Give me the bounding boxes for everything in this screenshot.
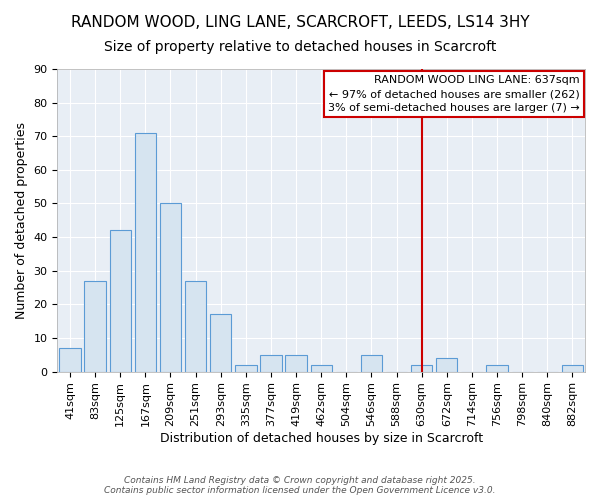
Bar	[260, 355, 281, 372]
Bar	[160, 204, 181, 372]
Bar	[235, 365, 257, 372]
Bar	[411, 365, 433, 372]
Y-axis label: Number of detached properties: Number of detached properties	[15, 122, 28, 319]
Bar	[361, 355, 382, 372]
Bar	[436, 358, 457, 372]
Text: RANDOM WOOD LING LANE: 637sqm
← 97% of detached houses are smaller (262)
3% of s: RANDOM WOOD LING LANE: 637sqm ← 97% of d…	[328, 75, 580, 113]
Bar	[110, 230, 131, 372]
Bar	[59, 348, 80, 372]
Bar	[134, 133, 156, 372]
Bar	[185, 281, 206, 372]
Bar	[85, 281, 106, 372]
Bar	[210, 314, 232, 372]
Bar	[311, 365, 332, 372]
Text: Contains HM Land Registry data © Crown copyright and database right 2025.
Contai: Contains HM Land Registry data © Crown c…	[104, 476, 496, 495]
Bar	[562, 365, 583, 372]
X-axis label: Distribution of detached houses by size in Scarcroft: Distribution of detached houses by size …	[160, 432, 483, 445]
Text: RANDOM WOOD, LING LANE, SCARCROFT, LEEDS, LS14 3HY: RANDOM WOOD, LING LANE, SCARCROFT, LEEDS…	[71, 15, 529, 30]
Bar	[286, 355, 307, 372]
Bar	[487, 365, 508, 372]
Text: Size of property relative to detached houses in Scarcroft: Size of property relative to detached ho…	[104, 40, 496, 54]
